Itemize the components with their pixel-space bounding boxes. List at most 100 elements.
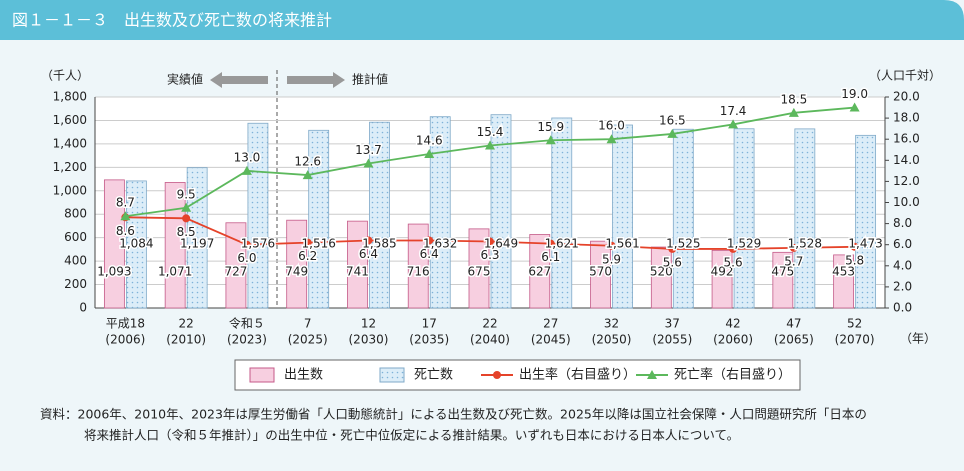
marker (303, 238, 312, 247)
x-tick-label: 22 (482, 317, 497, 331)
x-tick-label: (2050) (592, 333, 632, 347)
x-tick-label: (2010) (166, 333, 206, 347)
x-tick-label: 7 (304, 317, 312, 331)
y-tick-label: 600 (64, 230, 87, 244)
data-label: 1,084 (119, 237, 153, 251)
data-label: 5.6 (724, 255, 743, 269)
annotation: 推計値 (352, 72, 388, 87)
data-label: 1,516 (302, 237, 336, 251)
x-tick-label: 37 (665, 317, 680, 331)
legend-swatch (647, 370, 657, 379)
marker (728, 119, 739, 129)
data-label: 8.5 (177, 225, 196, 239)
bar (833, 254, 855, 309)
data-label: 16.0 (598, 119, 625, 133)
data-label: 727 (224, 265, 247, 279)
x-tick-label: 17 (422, 317, 437, 331)
bar (369, 121, 390, 309)
data-label: 475 (771, 265, 794, 279)
bar (429, 116, 451, 309)
bar (103, 179, 125, 309)
bar (247, 122, 269, 309)
marker (668, 244, 677, 253)
data-label: 8.6 (116, 224, 135, 238)
x-tick-label: 42 (725, 317, 740, 331)
data-label: 16.5 (659, 113, 686, 127)
y2-tick-label: 16.0 (893, 132, 920, 146)
bar (612, 124, 633, 309)
bar (711, 249, 733, 309)
data-label: 675 (468, 265, 491, 279)
x-tick-label: 47 (786, 317, 801, 331)
bar (225, 222, 247, 309)
bar (490, 114, 512, 309)
data-label: 6.4 (420, 247, 439, 261)
bar (794, 128, 816, 309)
y2-tick-label: 6.0 (893, 237, 912, 251)
marker (425, 236, 434, 245)
marker (364, 236, 373, 245)
x-tick-label: (2040) (470, 333, 510, 347)
x-tick-label: 令和５ (229, 316, 265, 331)
bar (125, 180, 147, 309)
data-label: 13.0 (234, 150, 261, 164)
x-tick-label: (2055) (652, 333, 692, 347)
x-tick-label: (2025) (288, 333, 328, 347)
data-label: 6.2 (298, 249, 317, 263)
annotation: 実績値 (167, 72, 203, 87)
x-tick-label: (2070) (835, 333, 875, 347)
x-tick-label: (2035) (409, 333, 449, 347)
data-label: 1,576 (241, 237, 275, 251)
x-tick-label: 32 (604, 317, 619, 331)
marker (667, 128, 678, 138)
y2-axis-label: （人口千対） (869, 69, 941, 83)
y-tick-label: 0 (79, 301, 87, 315)
data-label: 627 (528, 265, 551, 279)
legend-label: 死亡数 (414, 368, 453, 383)
x-tick-label: 平成18 (106, 317, 145, 331)
bar (733, 128, 755, 309)
data-label: 17.4 (720, 104, 747, 118)
data-label: 1,473 (848, 237, 882, 251)
data-label: 1,528 (788, 237, 822, 251)
data-label: 741 (346, 265, 369, 279)
data-label: 453 (832, 265, 855, 279)
y2-tick-label: 0.0 (893, 301, 912, 315)
data-label: 15.4 (477, 125, 504, 139)
x-tick-label: 27 (543, 317, 558, 331)
data-label: 18.5 (780, 92, 807, 106)
marker (788, 107, 799, 117)
data-label: 6.1 (541, 250, 560, 264)
data-label: 570 (589, 265, 612, 279)
bar (650, 246, 672, 309)
y-tick-label: 200 (64, 277, 87, 291)
data-label: 1,585 (362, 237, 396, 251)
marker (181, 202, 192, 212)
x-tick-label: 52 (847, 317, 862, 331)
y2-tick-label: 20.0 (893, 90, 920, 104)
data-label: 1,197 (180, 237, 214, 251)
marker (302, 170, 313, 180)
legend (234, 359, 801, 391)
data-label: 5.8 (845, 253, 864, 267)
y-tick-label: 1,200 (53, 160, 87, 174)
bar (590, 240, 611, 309)
data-label: 19.0 (841, 87, 868, 101)
y-tick-label: 800 (64, 207, 87, 221)
y2-tick-label: 4.0 (893, 258, 912, 272)
legend-swatch (249, 367, 275, 383)
chart-title: 図１－１－３ 出生数及び死亡数の将来推計 (12, 11, 332, 30)
bar (164, 182, 186, 309)
bar (551, 117, 573, 309)
data-label: 8.7 (116, 196, 135, 210)
x-tick-label: (2060) (713, 333, 753, 347)
marker (729, 244, 738, 253)
data-label: 716 (407, 265, 430, 279)
y2-tick-label: 10.0 (893, 195, 920, 209)
data-label: 15.9 (537, 120, 564, 134)
x-axis-label: （年） (900, 332, 936, 346)
y2-tick-label: 2.0 (893, 279, 912, 293)
y-axis-label: （千人） (41, 69, 89, 83)
data-label: 1,632 (423, 237, 457, 251)
